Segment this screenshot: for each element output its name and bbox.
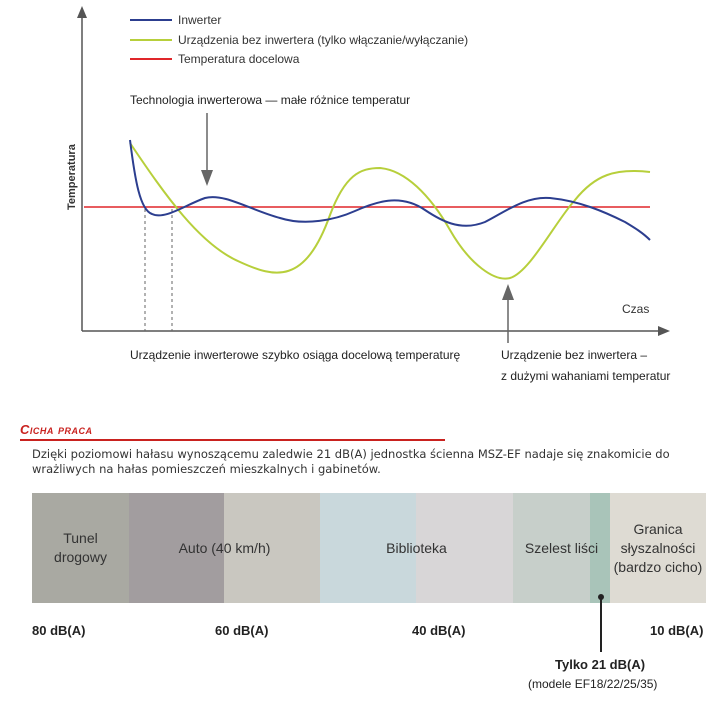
- temperature-diagram: Temperatura Czas Inwerter Urządzenia bez…: [66, 6, 670, 383]
- band-hearing-threshold: Granica słyszalności (bardzo cicho): [610, 493, 706, 603]
- legend-label-inverter: Inwerter: [178, 13, 221, 27]
- band-car-label: Auto (40 km/h): [178, 539, 271, 556]
- y-axis-label: Temperatura: [66, 143, 78, 210]
- marker-title: Tylko 21 dB(A): [555, 657, 646, 672]
- tick-80db: 80 dB(A): [32, 623, 86, 638]
- caption-non-inverter-line2: z dużymi wahaniami temperatur: [501, 369, 670, 383]
- band-library-blue: [320, 493, 416, 603]
- tick-60db: 60 dB(A): [215, 623, 269, 638]
- non-inverter-curve: [129, 142, 651, 280]
- section-title-underline: [20, 439, 445, 441]
- band-library-label-area: Biblioteka: [320, 493, 513, 603]
- band-road-tunnel-label-line2: drogowy: [54, 549, 107, 565]
- section-description: Dzięki poziomowi hałasu wynoszącemu zale…: [32, 447, 670, 476]
- band-leaves-label: Szelest liści: [524, 539, 599, 556]
- non-inverter-arrow-up-icon: [502, 284, 514, 300]
- marker-subtitle: (modele EF18/22/25/35): [528, 677, 658, 691]
- legend-label-target: Temperatura docelowa: [178, 52, 300, 66]
- band-leaves-label-area: Szelest liści: [513, 493, 610, 603]
- band-hearing-label-line3: (bardzo cicho): [613, 558, 703, 575]
- band-21db: [590, 493, 610, 603]
- annotation-inverter: Technologia inwerterowa — małe różnice t…: [130, 93, 410, 107]
- section-title: Cicha praca: [20, 422, 93, 437]
- y-axis-arrow-icon: [77, 6, 87, 18]
- tick-40db: 40 dB(A): [412, 623, 466, 638]
- band-hearing-label-line2: słyszalności: [620, 539, 696, 556]
- x-axis-arrow-icon: [658, 326, 670, 336]
- caption-non-inverter-line1: Urządzenie bez inwertera –: [501, 348, 647, 362]
- x-axis-label: Czas: [622, 302, 649, 316]
- annotation-arrow-down-icon: [201, 170, 213, 186]
- band-road-tunnel-label-line1: Tunel: [63, 530, 98, 546]
- band-leaves: [513, 493, 590, 603]
- band-car-light: [224, 493, 320, 603]
- band-road-tunnel: Tunel drogowy: [32, 493, 129, 603]
- legend-label-non-inverter: Urządzenia bez inwertera (tylko włączani…: [178, 33, 468, 47]
- band-library-grey: [416, 493, 513, 603]
- band-hearing-label-line1: Granica: [633, 520, 683, 537]
- band-car: [129, 493, 224, 603]
- caption-inverter: Urządzenie inwerterowe szybko osiąga doc…: [130, 348, 460, 362]
- tick-10db: 10 dB(A): [650, 623, 704, 638]
- inverter-curve: [129, 139, 651, 241]
- band-car-label-area: Auto (40 km/h): [129, 493, 320, 603]
- band-library-label: Biblioteka: [386, 539, 447, 556]
